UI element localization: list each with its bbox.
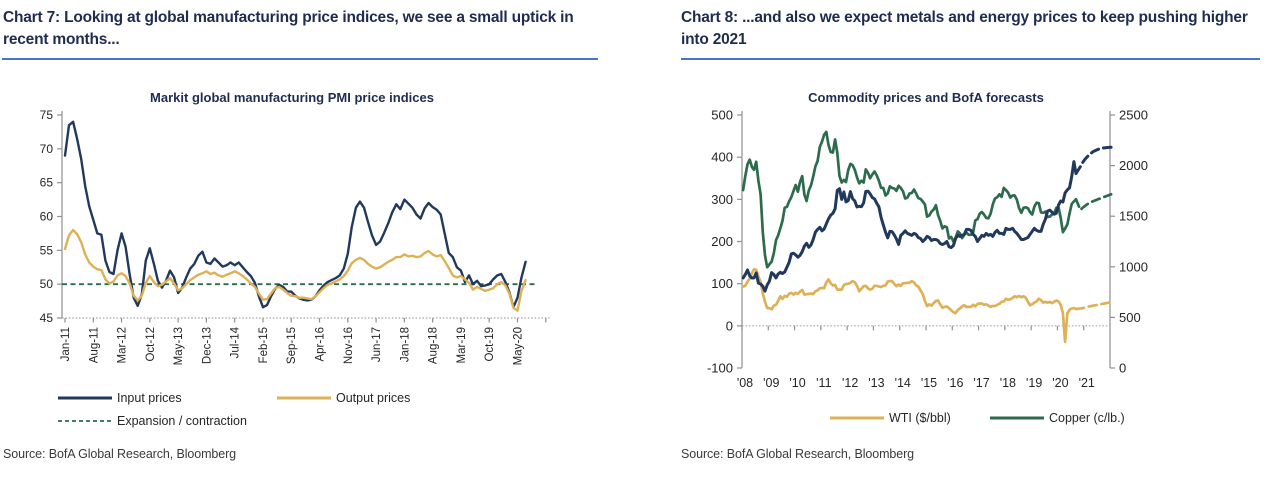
chart8-heading-rule bbox=[681, 58, 1260, 60]
x-tick-label: Aug-11 bbox=[88, 327, 100, 363]
chart-title: Commodity prices and BofA forecasts bbox=[808, 90, 1044, 105]
x-tick-label: Nov-16 bbox=[343, 327, 355, 364]
x-tick-label: Jan-11 bbox=[60, 327, 72, 361]
y-tick-label: 50 bbox=[40, 277, 54, 291]
series-input-prices bbox=[63, 120, 527, 309]
right-y-tick-label: 1000 bbox=[1119, 259, 1148, 274]
x-tick-label: Feb-15 bbox=[258, 327, 270, 363]
x-tick-label: Sep-15 bbox=[286, 327, 298, 364]
y-tick-label: 45 bbox=[40, 311, 54, 325]
x-tick-label: '18 bbox=[1000, 376, 1016, 390]
x-tick-label: '08 bbox=[737, 376, 753, 390]
chart7-figure: Markit global manufacturing PMI price in… bbox=[40, 90, 550, 428]
left-y-tick-label: -100 bbox=[707, 361, 733, 376]
left-y-tick-label: 100 bbox=[711, 276, 733, 291]
x-tick-label: '13 bbox=[868, 376, 884, 390]
chart7-heading-rule bbox=[2, 58, 598, 60]
series-wti-bbl- bbox=[741, 267, 1078, 344]
chart7-heading: Chart 7: Looking at global manufacturing… bbox=[3, 9, 574, 48]
y-tick-label: 70 bbox=[40, 142, 54, 156]
series-wti-bbl--forecast bbox=[1074, 300, 1113, 311]
chart7-source: Source: BofA Global Research, Bloomberg bbox=[3, 447, 237, 461]
left-y-tick-label: 300 bbox=[711, 192, 733, 207]
chart8-heading: Chart 8: ...and also we expect metals an… bbox=[681, 9, 1248, 48]
left-y-tick-label: 500 bbox=[711, 108, 733, 123]
right-y-tick-label: 2000 bbox=[1119, 158, 1148, 173]
x-tick-label: '17 bbox=[973, 376, 989, 390]
chart8-source: Source: BofA Global Research, Bloomberg bbox=[681, 447, 915, 461]
series-unlabeled-navy-forecast bbox=[1074, 145, 1113, 175]
legend-output-prices-label: Output prices bbox=[336, 391, 410, 405]
left-y-tick-label: 400 bbox=[711, 150, 733, 165]
x-tick-label: '16 bbox=[947, 376, 963, 390]
x-tick-label: '20 bbox=[1052, 376, 1068, 390]
right-y-tick-label: 1500 bbox=[1119, 209, 1148, 224]
x-tick-label: Jan-18 bbox=[399, 327, 411, 362]
x-tick-label: Dec-13 bbox=[201, 327, 213, 364]
right-y-tick-label: 2500 bbox=[1119, 108, 1148, 123]
y-tick-label: 55 bbox=[40, 243, 54, 257]
x-tick-label: Mar-12 bbox=[117, 327, 129, 363]
x-tick-label: Aug-18 bbox=[428, 327, 440, 364]
chart-title: Markit global manufacturing PMI price in… bbox=[150, 90, 434, 105]
series-copper-c-lb- bbox=[741, 130, 1078, 269]
right-y-tick-label: 500 bbox=[1119, 310, 1141, 325]
legend-expansion-contraction-label: Expansion / contraction bbox=[117, 414, 247, 428]
legend-input-prices-label: Input prices bbox=[117, 391, 182, 405]
x-tick-label: '10 bbox=[789, 376, 805, 390]
legend-wti-label: WTI ($/bbl) bbox=[889, 411, 951, 425]
x-tick-label: Oct-12 bbox=[145, 327, 157, 362]
x-tick-label: May-13 bbox=[173, 327, 185, 365]
x-tick-label: Jun-17 bbox=[371, 327, 383, 362]
chart8-figure: Commodity prices and BofA forecasts -100 0… bbox=[707, 90, 1148, 425]
right-y-tick-label: 0 bbox=[1119, 361, 1126, 376]
x-tick-label: '12 bbox=[842, 376, 858, 390]
series-output-prices bbox=[63, 228, 527, 312]
x-tick-label: '21 bbox=[1079, 376, 1095, 390]
x-tick-label: Apr-16 bbox=[315, 327, 327, 362]
left-y-tick-label: 0 bbox=[726, 318, 733, 333]
x-tick-label: '09 bbox=[763, 376, 779, 390]
y-tick-label: 65 bbox=[40, 176, 54, 190]
x-tick-label: Jul-14 bbox=[230, 326, 242, 358]
x-tick-label: '15 bbox=[921, 376, 937, 390]
series-unlabeled-navy bbox=[741, 160, 1078, 293]
y-tick-label: 75 bbox=[40, 108, 54, 122]
x-tick-label: '11 bbox=[816, 376, 831, 390]
series-copper-c-lb--forecast bbox=[1074, 192, 1113, 212]
legend-copper-label: Copper (c/lb.) bbox=[1049, 411, 1125, 425]
x-tick-label: Mar-19 bbox=[456, 327, 468, 363]
x-tick-label: '14 bbox=[895, 376, 911, 390]
x-tick-label: Oct-19 bbox=[484, 327, 496, 362]
y-tick-label: 60 bbox=[40, 210, 54, 224]
x-tick-label: '19 bbox=[1026, 376, 1042, 390]
x-tick-label: May-20 bbox=[512, 327, 524, 365]
left-y-tick-label: 200 bbox=[711, 234, 733, 249]
